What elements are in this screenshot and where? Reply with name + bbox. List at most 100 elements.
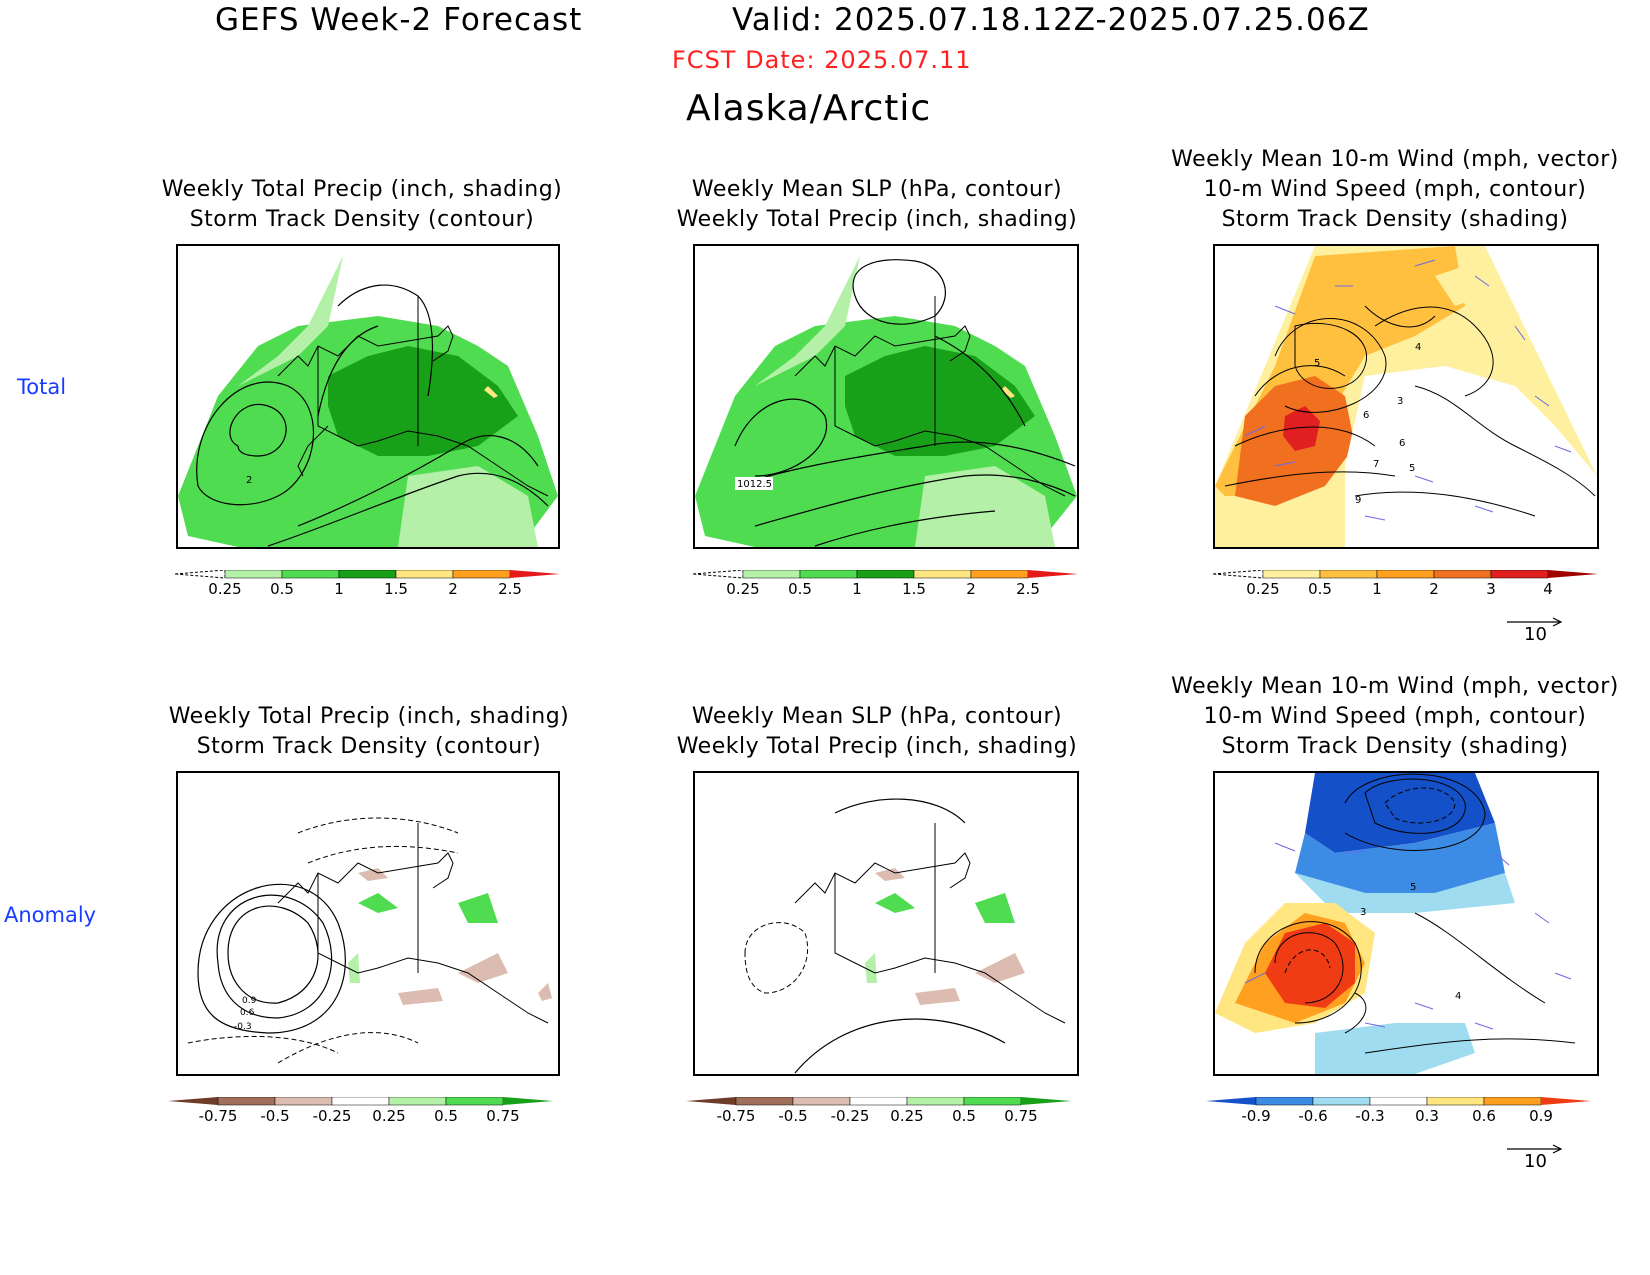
contour-label: 6 bbox=[1363, 410, 1369, 421]
colorbar-tick-label: 1 bbox=[1372, 580, 1382, 598]
colorbar-tick-label: 0.6 bbox=[1472, 1107, 1496, 1125]
colorbar-segment bbox=[735, 1097, 794, 1106]
colorbar-segment bbox=[970, 570, 1029, 579]
colorbar-tick-label: -0.25 bbox=[312, 1107, 352, 1125]
colorbar-tick-label: 0.5 bbox=[270, 580, 294, 598]
map-total-slp-precip: 1012.5 bbox=[693, 244, 1079, 549]
colorbar-segment bbox=[693, 570, 744, 579]
colorbar-total-precip: 0.25 0.5 1 1.5 2 2.5 bbox=[175, 570, 575, 610]
colorbar-anom-precip: -0.75 -0.5 -0.25 0.25 0.5 0.75 bbox=[168, 1097, 568, 1137]
colorbar-segment bbox=[1548, 570, 1598, 578]
colorbar-tick-label: 0.75 bbox=[486, 1107, 520, 1125]
colorbar-segment bbox=[856, 570, 915, 579]
colorbar-segment bbox=[906, 1097, 965, 1106]
colorbar-segment bbox=[1255, 1097, 1314, 1106]
map-anom-slp-precip bbox=[693, 771, 1079, 1076]
map-anom-precip-storm: 0.9 0.6 -0.3 bbox=[176, 771, 560, 1076]
contour-label: 5 bbox=[1314, 358, 1320, 369]
vector-reference-label-total: 10 bbox=[1524, 624, 1547, 645]
colorbar-anom-storm: -0.9 -0.6 -0.3 0.3 0.6 0.9 bbox=[1206, 1097, 1606, 1137]
colorbar-segment bbox=[452, 570, 511, 579]
colorbar-segment bbox=[338, 570, 397, 579]
panel-total-precip-title: Weekly Total Precip (inch, shading) Stor… bbox=[161, 177, 563, 232]
colorbar-tick-label: 1.5 bbox=[902, 580, 926, 598]
colorbar-tick-label: -0.75 bbox=[198, 1107, 238, 1125]
contour-label: 4 bbox=[1415, 342, 1421, 353]
colorbar-segment bbox=[224, 570, 283, 579]
contour-label: -0.3 bbox=[234, 1022, 252, 1032]
panel-anom-precip-title: Weekly Total Precip (inch, shading) Stor… bbox=[168, 704, 570, 759]
colorbar-segment bbox=[510, 570, 560, 578]
contour-label: 1012.5 bbox=[737, 479, 772, 490]
colorbar-tick-label: 0.5 bbox=[788, 580, 812, 598]
region-title: Alaska/Arctic bbox=[686, 88, 932, 129]
colorbar-segment bbox=[1206, 1097, 1256, 1105]
colorbar-tick-label: -0.5 bbox=[260, 1107, 290, 1125]
contour-label: 0.9 bbox=[242, 996, 257, 1006]
contour-label: 3 bbox=[1397, 396, 1403, 407]
map-total-wind-storm: 4 5 6 3 7 6 5 9 bbox=[1213, 244, 1599, 549]
colorbar-tick-label: 0.5 bbox=[434, 1107, 458, 1125]
colorbar-segment bbox=[1312, 1097, 1371, 1106]
colorbar-segment bbox=[1433, 570, 1492, 579]
colorbar-tick-label: 2 bbox=[1429, 580, 1439, 598]
colorbar-segment bbox=[388, 1097, 447, 1106]
colorbar-tick-label: 0.25 bbox=[1246, 580, 1280, 598]
colorbar-tick-label: 2 bbox=[448, 580, 458, 598]
colorbar-tick-label: 4 bbox=[1543, 580, 1553, 598]
colorbar-segment bbox=[963, 1097, 1022, 1106]
contour-label: 5 bbox=[1410, 882, 1416, 893]
row-label-anomaly: Anomaly bbox=[4, 903, 97, 927]
colorbar-tick-label: 0.75 bbox=[1004, 1107, 1038, 1125]
colorbar-tick-label: 0.5 bbox=[952, 1107, 976, 1125]
colorbar-segment bbox=[799, 570, 858, 579]
colorbar-segment bbox=[1021, 1097, 1071, 1105]
contour-label: 2 bbox=[246, 475, 252, 486]
colorbar-tick-label: 1.5 bbox=[384, 580, 408, 598]
colorbar-segment bbox=[1541, 1097, 1591, 1105]
colorbar-tick-label: 0.25 bbox=[208, 580, 242, 598]
contour-label: 5 bbox=[1409, 463, 1415, 474]
colorbar-segment bbox=[395, 570, 454, 579]
colorbar-tick-label: -0.75 bbox=[716, 1107, 756, 1125]
map-anom-wind-storm: 5 3 4 bbox=[1213, 771, 1599, 1076]
main-title: GEFS Week-2 Forecast bbox=[215, 2, 583, 38]
colorbar-segment bbox=[913, 570, 972, 579]
colorbar-segment bbox=[792, 1097, 851, 1106]
panel-total-slp-title: Weekly Mean SLP (hPa, contour) Weekly To… bbox=[676, 177, 1078, 232]
colorbar-tick-label: -0.25 bbox=[830, 1107, 870, 1125]
colorbar-segment bbox=[1213, 570, 1264, 579]
colorbar-tick-label: 0.9 bbox=[1529, 1107, 1553, 1125]
panel-anom-slp-title: Weekly Mean SLP (hPa, contour) Weekly To… bbox=[676, 704, 1078, 759]
vector-reference-arrow-total bbox=[1505, 613, 1565, 627]
row-label-total: Total bbox=[17, 375, 67, 399]
contour-label: 9 bbox=[1355, 495, 1361, 506]
panel-anom-wind-title: Weekly Mean 10-m Wind (mph, vector) 10-m… bbox=[1171, 674, 1619, 759]
colorbar-tick-label: 0.3 bbox=[1415, 1107, 1439, 1125]
colorbar-segment bbox=[445, 1097, 504, 1106]
forecast-date: FCST Date: 2025.07.11 bbox=[672, 46, 972, 74]
map-total-precip-storm: 2 bbox=[176, 244, 560, 549]
colorbar-tick-label: 0.25 bbox=[890, 1107, 924, 1125]
contour-label: 4 bbox=[1455, 991, 1461, 1002]
colorbar-tick-label: -0.6 bbox=[1298, 1107, 1328, 1125]
colorbar-tick-label: 2 bbox=[966, 580, 976, 598]
colorbar-segment bbox=[1369, 1097, 1428, 1106]
contour-label: 7 bbox=[1373, 459, 1379, 470]
contour-label: 0.6 bbox=[240, 1008, 255, 1018]
colorbar-segment bbox=[1483, 1097, 1542, 1106]
colorbar-tick-label: -0.5 bbox=[778, 1107, 808, 1125]
colorbar-tick-label: 3 bbox=[1486, 580, 1496, 598]
colorbar-segment bbox=[1319, 570, 1378, 579]
colorbar-tick-label: -0.3 bbox=[1355, 1107, 1385, 1125]
colorbar-segment bbox=[175, 570, 226, 579]
colorbar-segment bbox=[742, 570, 801, 579]
colorbar-anom-precip-2: -0.75 -0.5 -0.25 0.25 0.5 0.75 bbox=[686, 1097, 1086, 1137]
colorbar-tick-label: 1 bbox=[334, 580, 344, 598]
colorbar-tick-label: 0.25 bbox=[372, 1107, 406, 1125]
colorbar-total-storm: 0.25 0.5 1 2 3 4 bbox=[1213, 570, 1613, 610]
colorbar-tick-label: 0.25 bbox=[726, 580, 760, 598]
colorbar-segment bbox=[331, 1097, 390, 1106]
colorbar-tick-label: 1 bbox=[852, 580, 862, 598]
colorbar-segment bbox=[168, 1097, 218, 1105]
